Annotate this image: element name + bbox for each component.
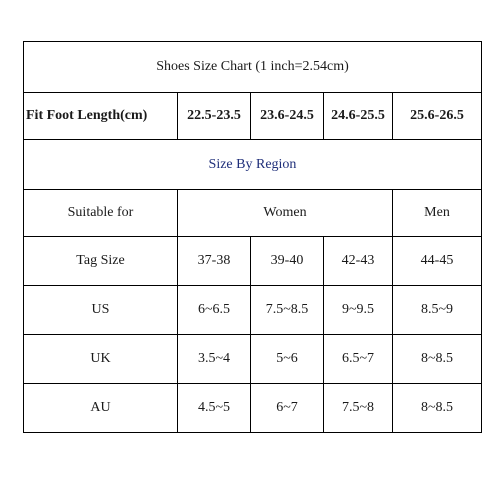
table-row: US 6~6.5 7.5~8.5 9~9.5 8.5~9 (23, 285, 482, 335)
fit-length-cell: 25.6-26.5 (392, 92, 482, 140)
chart-title: Shoes Size Chart (1 inch=2.54cm) (23, 41, 482, 93)
size-cell: 37-38 (177, 236, 251, 286)
size-cell: 7.5~8 (323, 383, 393, 433)
title-row: Shoes Size Chart (1 inch=2.54cm) (23, 41, 482, 93)
size-cell: 6~6.5 (177, 285, 251, 335)
size-cell: 8~8.5 (392, 334, 482, 384)
region-header: Size By Region (23, 139, 482, 190)
size-chart: Shoes Size Chart (1 inch=2.54cm) Fit Foo… (23, 41, 482, 433)
size-cell: 44-45 (392, 236, 482, 286)
suitable-for-label: Suitable for (23, 189, 178, 237)
size-cell: 4.5~5 (177, 383, 251, 433)
fit-length-cell: 22.5-23.5 (177, 92, 251, 140)
size-cell: 39-40 (250, 236, 324, 286)
size-cell: 42-43 (323, 236, 393, 286)
fit-foot-length-row: Fit Foot Length(cm) 22.5-23.5 23.6-24.5 … (23, 92, 482, 140)
women-header: Women (177, 189, 393, 237)
fit-length-cell: 24.6-25.5 (323, 92, 393, 140)
row-label: US (23, 285, 178, 335)
row-label: AU (23, 383, 178, 433)
size-cell: 6~7 (250, 383, 324, 433)
table-row: Tag Size 37-38 39-40 42-43 44-45 (23, 236, 482, 286)
size-cell: 9~9.5 (323, 285, 393, 335)
size-cell: 7.5~8.5 (250, 285, 324, 335)
table-row: AU 4.5~5 6~7 7.5~8 8~8.5 (23, 383, 482, 433)
size-cell: 8.5~9 (392, 285, 482, 335)
row-label: Tag Size (23, 236, 178, 286)
men-header: Men (392, 189, 482, 237)
table-row: UK 3.5~4 5~6 6.5~7 8~8.5 (23, 334, 482, 384)
fit-foot-length-label: Fit Foot Length(cm) (23, 92, 178, 140)
region-header-row: Size By Region (23, 139, 482, 190)
row-label: UK (23, 334, 178, 384)
fit-length-cell: 23.6-24.5 (250, 92, 324, 140)
size-cell: 5~6 (250, 334, 324, 384)
size-cell: 8~8.5 (392, 383, 482, 433)
size-cell: 3.5~4 (177, 334, 251, 384)
size-chart-table: Shoes Size Chart (1 inch=2.54cm) Fit Foo… (23, 41, 482, 433)
size-cell: 6.5~7 (323, 334, 393, 384)
group-row: Suitable for Women Men (23, 189, 482, 237)
